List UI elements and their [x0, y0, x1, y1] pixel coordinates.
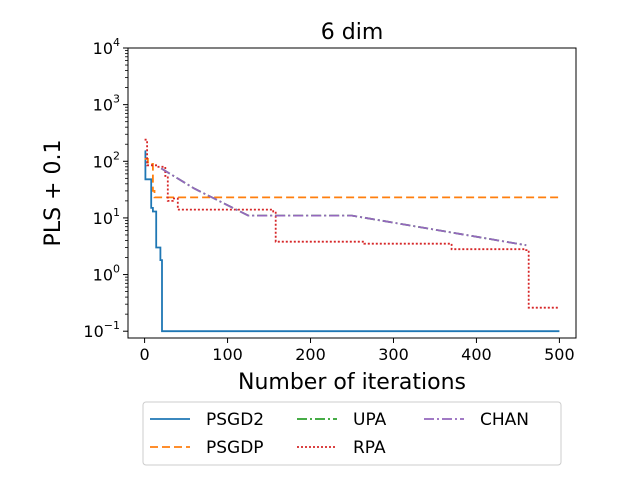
legend-label-psgdp: PSGDP: [206, 438, 264, 458]
y-tick-label: 10−1: [83, 319, 120, 341]
y-tick-label: 101: [93, 206, 120, 228]
chart-title: 6 dim: [321, 20, 384, 45]
legend: PSGD2 PSGDP UPA RPA CHAN: [142, 401, 562, 466]
plot-frame: [127, 47, 577, 339]
series-line-upa: [160, 167, 527, 247]
y-tick-label: 104: [93, 36, 120, 58]
series-line-chan: [160, 167, 527, 247]
legend-label-psgd2: PSGD2: [206, 410, 264, 430]
legend-label-rpa: RPA: [353, 438, 386, 458]
y-tick-label: 103: [93, 93, 120, 115]
series-line-psgdp: [144, 158, 560, 199]
legend-label-upa: UPA: [353, 410, 387, 430]
y-tick-label: 102: [93, 149, 120, 171]
series-line-rpa: [144, 138, 560, 309]
x-tick-label: 400: [461, 345, 492, 364]
x-tick-label: 0: [139, 345, 149, 364]
x-tick-label: 500: [544, 345, 575, 364]
y-axis-label: PLS + 0.1: [41, 140, 66, 247]
y-tick-label: 100: [93, 263, 120, 285]
x-tick-label: 300: [378, 345, 409, 364]
series-line-psgd2: [144, 150, 560, 333]
legend-label-chan: CHAN: [480, 410, 529, 430]
legend-box: [142, 401, 562, 466]
y-axis: 10−1 100 101 102 103 104: [83, 36, 128, 341]
x-axis: 0 100 200 300 400 500: [139, 338, 575, 364]
x-tick-label: 200: [295, 345, 326, 364]
x-axis-label: Number of iterations: [238, 370, 466, 395]
x-tick-label: 100: [212, 345, 243, 364]
